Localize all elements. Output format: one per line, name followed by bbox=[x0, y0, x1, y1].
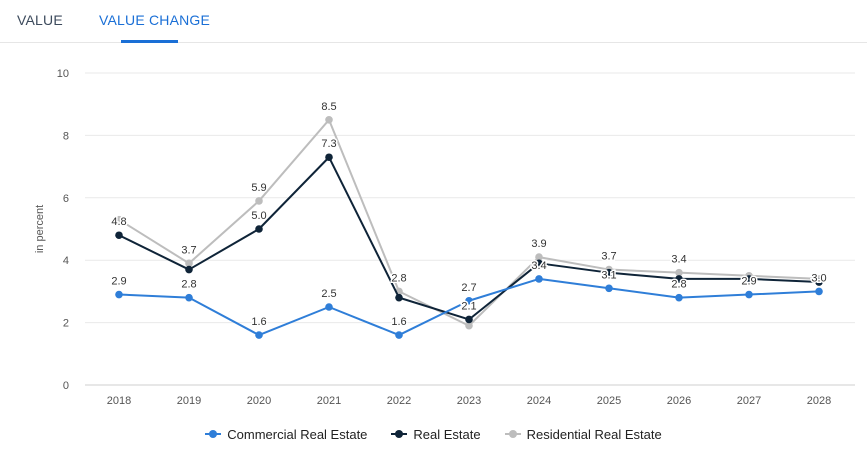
data-point bbox=[255, 331, 263, 339]
legend-swatch-icon bbox=[504, 428, 521, 440]
data-label: 2.8 bbox=[181, 279, 196, 291]
x-tick-label: 2021 bbox=[317, 395, 341, 407]
data-point bbox=[605, 284, 613, 293]
data-point bbox=[465, 296, 473, 305]
data-point bbox=[675, 268, 683, 277]
data-label: 5.0 bbox=[251, 210, 266, 222]
y-tick-label: 6 bbox=[63, 193, 69, 205]
data-point bbox=[675, 293, 683, 302]
legend-swatch-icon bbox=[391, 428, 408, 440]
x-tick-label: 2028 bbox=[807, 395, 831, 407]
data-label: 3.0 bbox=[811, 272, 826, 284]
data-label: 2.7 bbox=[461, 282, 476, 294]
legend-label: Residential Real Estate bbox=[526, 426, 662, 442]
data-point bbox=[745, 290, 753, 299]
y-tick-label: 2 bbox=[63, 318, 69, 330]
data-point bbox=[325, 153, 333, 162]
data-point bbox=[395, 293, 403, 302]
data-point bbox=[815, 287, 823, 296]
data-label: 7.3 bbox=[321, 138, 336, 150]
data-point bbox=[745, 275, 753, 283]
x-tick-label: 2020 bbox=[247, 395, 271, 407]
data-point bbox=[395, 331, 403, 339]
data-point bbox=[465, 321, 473, 330]
y-tick-label: 10 bbox=[57, 68, 69, 80]
data-point bbox=[185, 259, 193, 268]
data-point bbox=[185, 293, 193, 302]
data-label: 3.7 bbox=[601, 251, 616, 263]
x-tick-label: 2026 bbox=[667, 395, 691, 407]
data-point bbox=[255, 225, 263, 233]
x-tick-label: 2019 bbox=[177, 395, 201, 407]
x-tick-label: 2018 bbox=[107, 395, 131, 407]
data-point bbox=[115, 215, 123, 224]
data-point bbox=[255, 197, 263, 205]
series-line bbox=[118, 118, 820, 327]
legend-label: Real Estate bbox=[413, 426, 481, 442]
data-label: 3.4 bbox=[671, 254, 686, 266]
y-axis-label: in percent bbox=[34, 205, 46, 253]
data-label: 5.9 bbox=[251, 182, 266, 194]
data-point bbox=[115, 231, 123, 240]
data-point bbox=[605, 268, 613, 277]
data-point bbox=[325, 303, 333, 311]
tab-value-change[interactable]: VALUE CHANGE bbox=[99, 12, 211, 28]
legend-label: Commercial Real Estate bbox=[227, 426, 368, 442]
data-label: 1.6 bbox=[251, 316, 266, 328]
active-tab-indicator bbox=[121, 40, 178, 43]
y-tick-label: 8 bbox=[63, 130, 69, 142]
data-label: 2.1 bbox=[461, 300, 476, 312]
legend-item[interactable]: Real Estate bbox=[391, 424, 481, 444]
x-tick-label: 2023 bbox=[457, 395, 481, 407]
data-label: 3.9 bbox=[531, 238, 546, 250]
x-tick-label: 2022 bbox=[387, 395, 411, 407]
legend-swatch-icon bbox=[205, 428, 222, 440]
data-label: 3.4 bbox=[531, 260, 546, 272]
data-point bbox=[815, 278, 823, 286]
data-point bbox=[535, 259, 543, 268]
legend-item[interactable]: Residential Real Estate bbox=[504, 424, 662, 444]
x-tick-label: 2027 bbox=[737, 395, 761, 407]
x-tick-label: 2024 bbox=[527, 395, 551, 407]
data-point bbox=[535, 275, 543, 283]
data-label: 3.1 bbox=[601, 269, 616, 281]
data-label: 2.5 bbox=[321, 288, 336, 300]
chart-legend: Commercial Real Estate Real Estate Residen… bbox=[0, 424, 867, 444]
tab-value[interactable]: VALUE bbox=[17, 12, 63, 28]
data-label: 1.6 bbox=[391, 316, 406, 328]
tab-bar: VALUE VALUE CHANGE bbox=[0, 0, 867, 43]
legend-item[interactable]: Commercial Real Estate bbox=[205, 424, 367, 444]
y-tick-label: 0 bbox=[63, 380, 69, 392]
x-tick-label: 2025 bbox=[597, 395, 621, 407]
data-label: 4.8 bbox=[111, 216, 126, 228]
data-label: 2.8 bbox=[391, 272, 406, 284]
data-label: 8.5 bbox=[321, 101, 336, 113]
data-label: 2.9 bbox=[111, 276, 126, 288]
data-label: 2.8 bbox=[671, 279, 686, 291]
data-label: 3.7 bbox=[181, 244, 196, 256]
data-point bbox=[115, 290, 123, 299]
data-point bbox=[675, 275, 683, 283]
y-tick-label: 4 bbox=[63, 255, 69, 267]
data-label: 2.9 bbox=[741, 276, 756, 288]
data-point bbox=[465, 315, 473, 324]
data-point bbox=[535, 253, 543, 261]
data-point bbox=[185, 265, 193, 274]
data-point bbox=[325, 116, 333, 124]
